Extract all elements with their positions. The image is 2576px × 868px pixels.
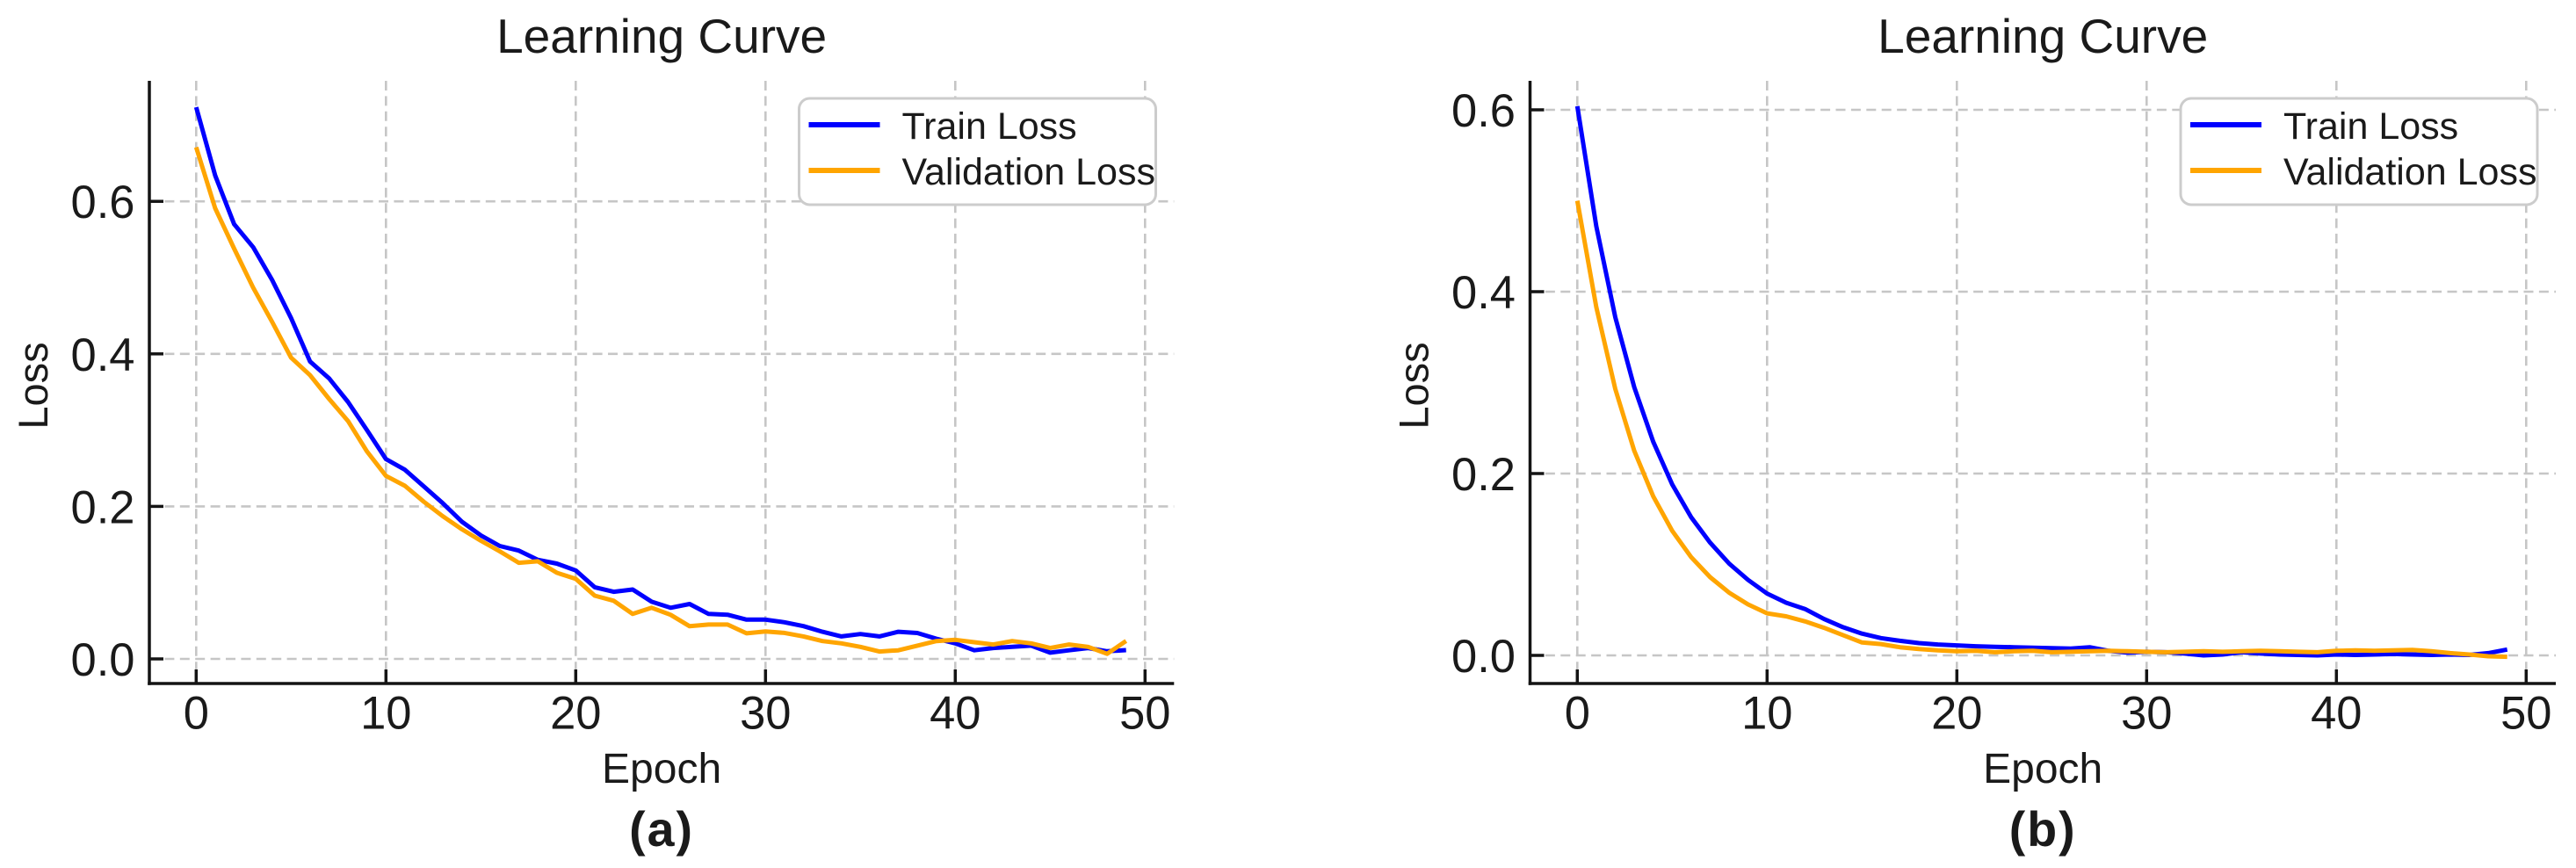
svg-text:0.4: 0.4	[1451, 267, 1516, 319]
svg-text:Epoch: Epoch	[602, 746, 721, 792]
svg-text:0: 0	[1565, 688, 1590, 740]
svg-text:10: 10	[360, 688, 411, 740]
svg-text:0.6: 0.6	[71, 177, 135, 228]
svg-text:30: 30	[740, 688, 791, 740]
svg-text:0.4: 0.4	[71, 329, 135, 381]
svg-text:20: 20	[1931, 688, 1982, 740]
svg-text:Train Loss: Train Loss	[2283, 105, 2458, 148]
svg-text:(b): (b)	[2009, 802, 2077, 857]
svg-text:Learning Curve: Learning Curve	[496, 9, 827, 63]
svg-text:0: 0	[184, 688, 209, 740]
svg-text:40: 40	[2311, 688, 2362, 740]
svg-text:0.0: 0.0	[1451, 631, 1516, 683]
svg-text:Epoch: Epoch	[1983, 746, 2102, 792]
svg-text:Train Loss: Train Loss	[902, 105, 1077, 148]
svg-text:0.6: 0.6	[1451, 85, 1516, 137]
svg-text:Validation Loss: Validation Loss	[2283, 151, 2536, 193]
svg-text:50: 50	[1119, 688, 1170, 740]
svg-text:0.0: 0.0	[71, 634, 135, 686]
svg-text:30: 30	[2121, 688, 2172, 740]
svg-text:0.2: 0.2	[71, 481, 135, 533]
svg-text:10: 10	[1741, 688, 1792, 740]
svg-text:Learning Curve: Learning Curve	[1878, 9, 2208, 63]
svg-text:(a): (a)	[629, 802, 694, 857]
svg-text:20: 20	[550, 688, 601, 740]
svg-text:40: 40	[930, 688, 980, 740]
svg-text:Loss: Loss	[1391, 342, 1437, 429]
svg-text:0.2: 0.2	[1451, 449, 1516, 501]
svg-text:50: 50	[2500, 688, 2551, 740]
svg-text:Validation Loss: Validation Loss	[902, 151, 1155, 193]
svg-text:Loss: Loss	[10, 342, 56, 429]
